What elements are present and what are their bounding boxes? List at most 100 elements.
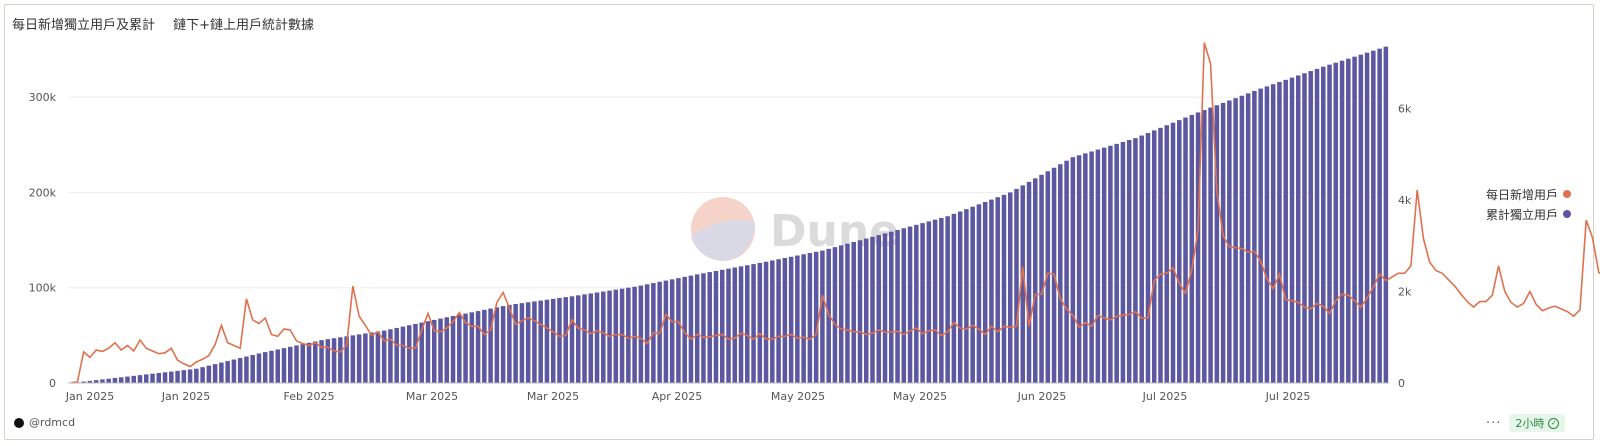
legend-dot-daily	[1563, 190, 1572, 198]
bar	[926, 221, 932, 383]
bar	[538, 300, 543, 383]
x-tick-label: Feb 2025	[284, 390, 335, 403]
bar	[882, 233, 888, 383]
bar	[701, 273, 706, 383]
right-axis: 0 2k 4k 6k	[1398, 103, 1412, 390]
bar	[644, 284, 650, 383]
bar	[1333, 62, 1339, 384]
bar	[1114, 143, 1119, 383]
bar	[613, 289, 619, 383]
bar	[1358, 54, 1364, 384]
x-tick-label: Jul 2025	[1142, 390, 1188, 403]
bar	[1001, 194, 1007, 383]
bar	[1120, 141, 1126, 383]
legend-item-daily[interactable]: 每日新增用戶	[1486, 184, 1572, 204]
bar	[1014, 188, 1019, 383]
bar	[262, 352, 268, 383]
bar	[907, 226, 913, 383]
bar	[632, 286, 637, 383]
bar	[469, 312, 475, 383]
legend-label-daily: 每日新增用戶	[1486, 187, 1559, 202]
bar	[544, 299, 550, 383]
bar	[845, 243, 850, 383]
legend-item-cumulative[interactable]: 累計獨立用戶	[1486, 204, 1572, 224]
bar	[1202, 110, 1207, 383]
author[interactable]: @rdmcd	[14, 416, 75, 429]
bar	[1158, 127, 1163, 383]
bar	[989, 199, 994, 383]
bar	[344, 336, 349, 383]
bar	[381, 330, 387, 383]
left-tick-label: 0	[49, 377, 56, 390]
legend-label-cumulative: 累計獨立用戶	[1486, 207, 1559, 222]
bar	[219, 362, 224, 383]
bar	[770, 260, 775, 383]
bar	[162, 372, 168, 383]
bar	[582, 294, 587, 383]
bar	[575, 295, 581, 383]
bar	[356, 334, 362, 383]
bar	[118, 377, 124, 383]
chart-title: 每日新增獨立用戶及累計	[12, 18, 156, 33]
bar	[294, 345, 299, 383]
bar	[1233, 98, 1238, 384]
bar	[563, 297, 568, 383]
bar	[112, 378, 118, 383]
bar	[194, 368, 199, 383]
bar	[939, 217, 944, 383]
bar	[1151, 130, 1157, 383]
bar	[237, 358, 243, 383]
author-name: @rdmcd	[29, 416, 76, 429]
bar	[1214, 105, 1220, 384]
left-tick-label: 200k	[29, 186, 57, 199]
more-options-button[interactable]: ···	[1486, 415, 1502, 431]
bar	[225, 361, 230, 383]
bar	[525, 302, 531, 383]
bar	[826, 248, 831, 383]
x-tick-label: May 2025	[771, 390, 825, 403]
bar	[976, 204, 982, 383]
bar	[889, 231, 894, 383]
bar	[982, 201, 988, 383]
bar	[1208, 107, 1213, 384]
bar	[81, 381, 86, 383]
bar	[901, 228, 907, 383]
x-tick-label: May 2025	[893, 390, 947, 403]
bar	[788, 256, 794, 383]
bar	[688, 275, 694, 383]
x-tick-label: Apr 2025	[652, 390, 703, 403]
bar	[970, 206, 975, 383]
bar	[550, 298, 556, 383]
bar	[1133, 138, 1138, 383]
bar	[1126, 140, 1132, 383]
bar	[494, 307, 500, 383]
bar	[820, 250, 825, 383]
bar	[870, 236, 875, 383]
bar	[1264, 86, 1270, 384]
bar	[1239, 95, 1245, 384]
bar	[914, 224, 919, 383]
bar	[1058, 164, 1063, 383]
bar	[663, 280, 669, 383]
bar	[857, 240, 863, 383]
bar	[1245, 93, 1251, 384]
bar	[863, 238, 869, 383]
bar	[175, 370, 180, 383]
right-tick-label: 0	[1398, 377, 1405, 390]
bar	[851, 241, 856, 383]
bar	[331, 338, 337, 383]
bar	[231, 359, 237, 383]
bar	[300, 344, 306, 383]
bar	[363, 333, 368, 383]
bar	[1189, 114, 1195, 383]
freshness-badge[interactable]: 2小時 ✓	[1509, 414, 1566, 432]
bar	[450, 316, 456, 383]
chart-subtitle: 鏈下+鏈上用戶統計數據	[173, 18, 315, 33]
bar	[1026, 181, 1032, 383]
bar	[951, 213, 957, 383]
bar	[1302, 73, 1307, 383]
bar	[776, 259, 781, 383]
bar	[313, 341, 318, 383]
chart-title-bar: 每日新增獨立用戶及累計 鏈下+鏈上用戶統計數據	[12, 14, 328, 33]
bar	[676, 278, 681, 383]
